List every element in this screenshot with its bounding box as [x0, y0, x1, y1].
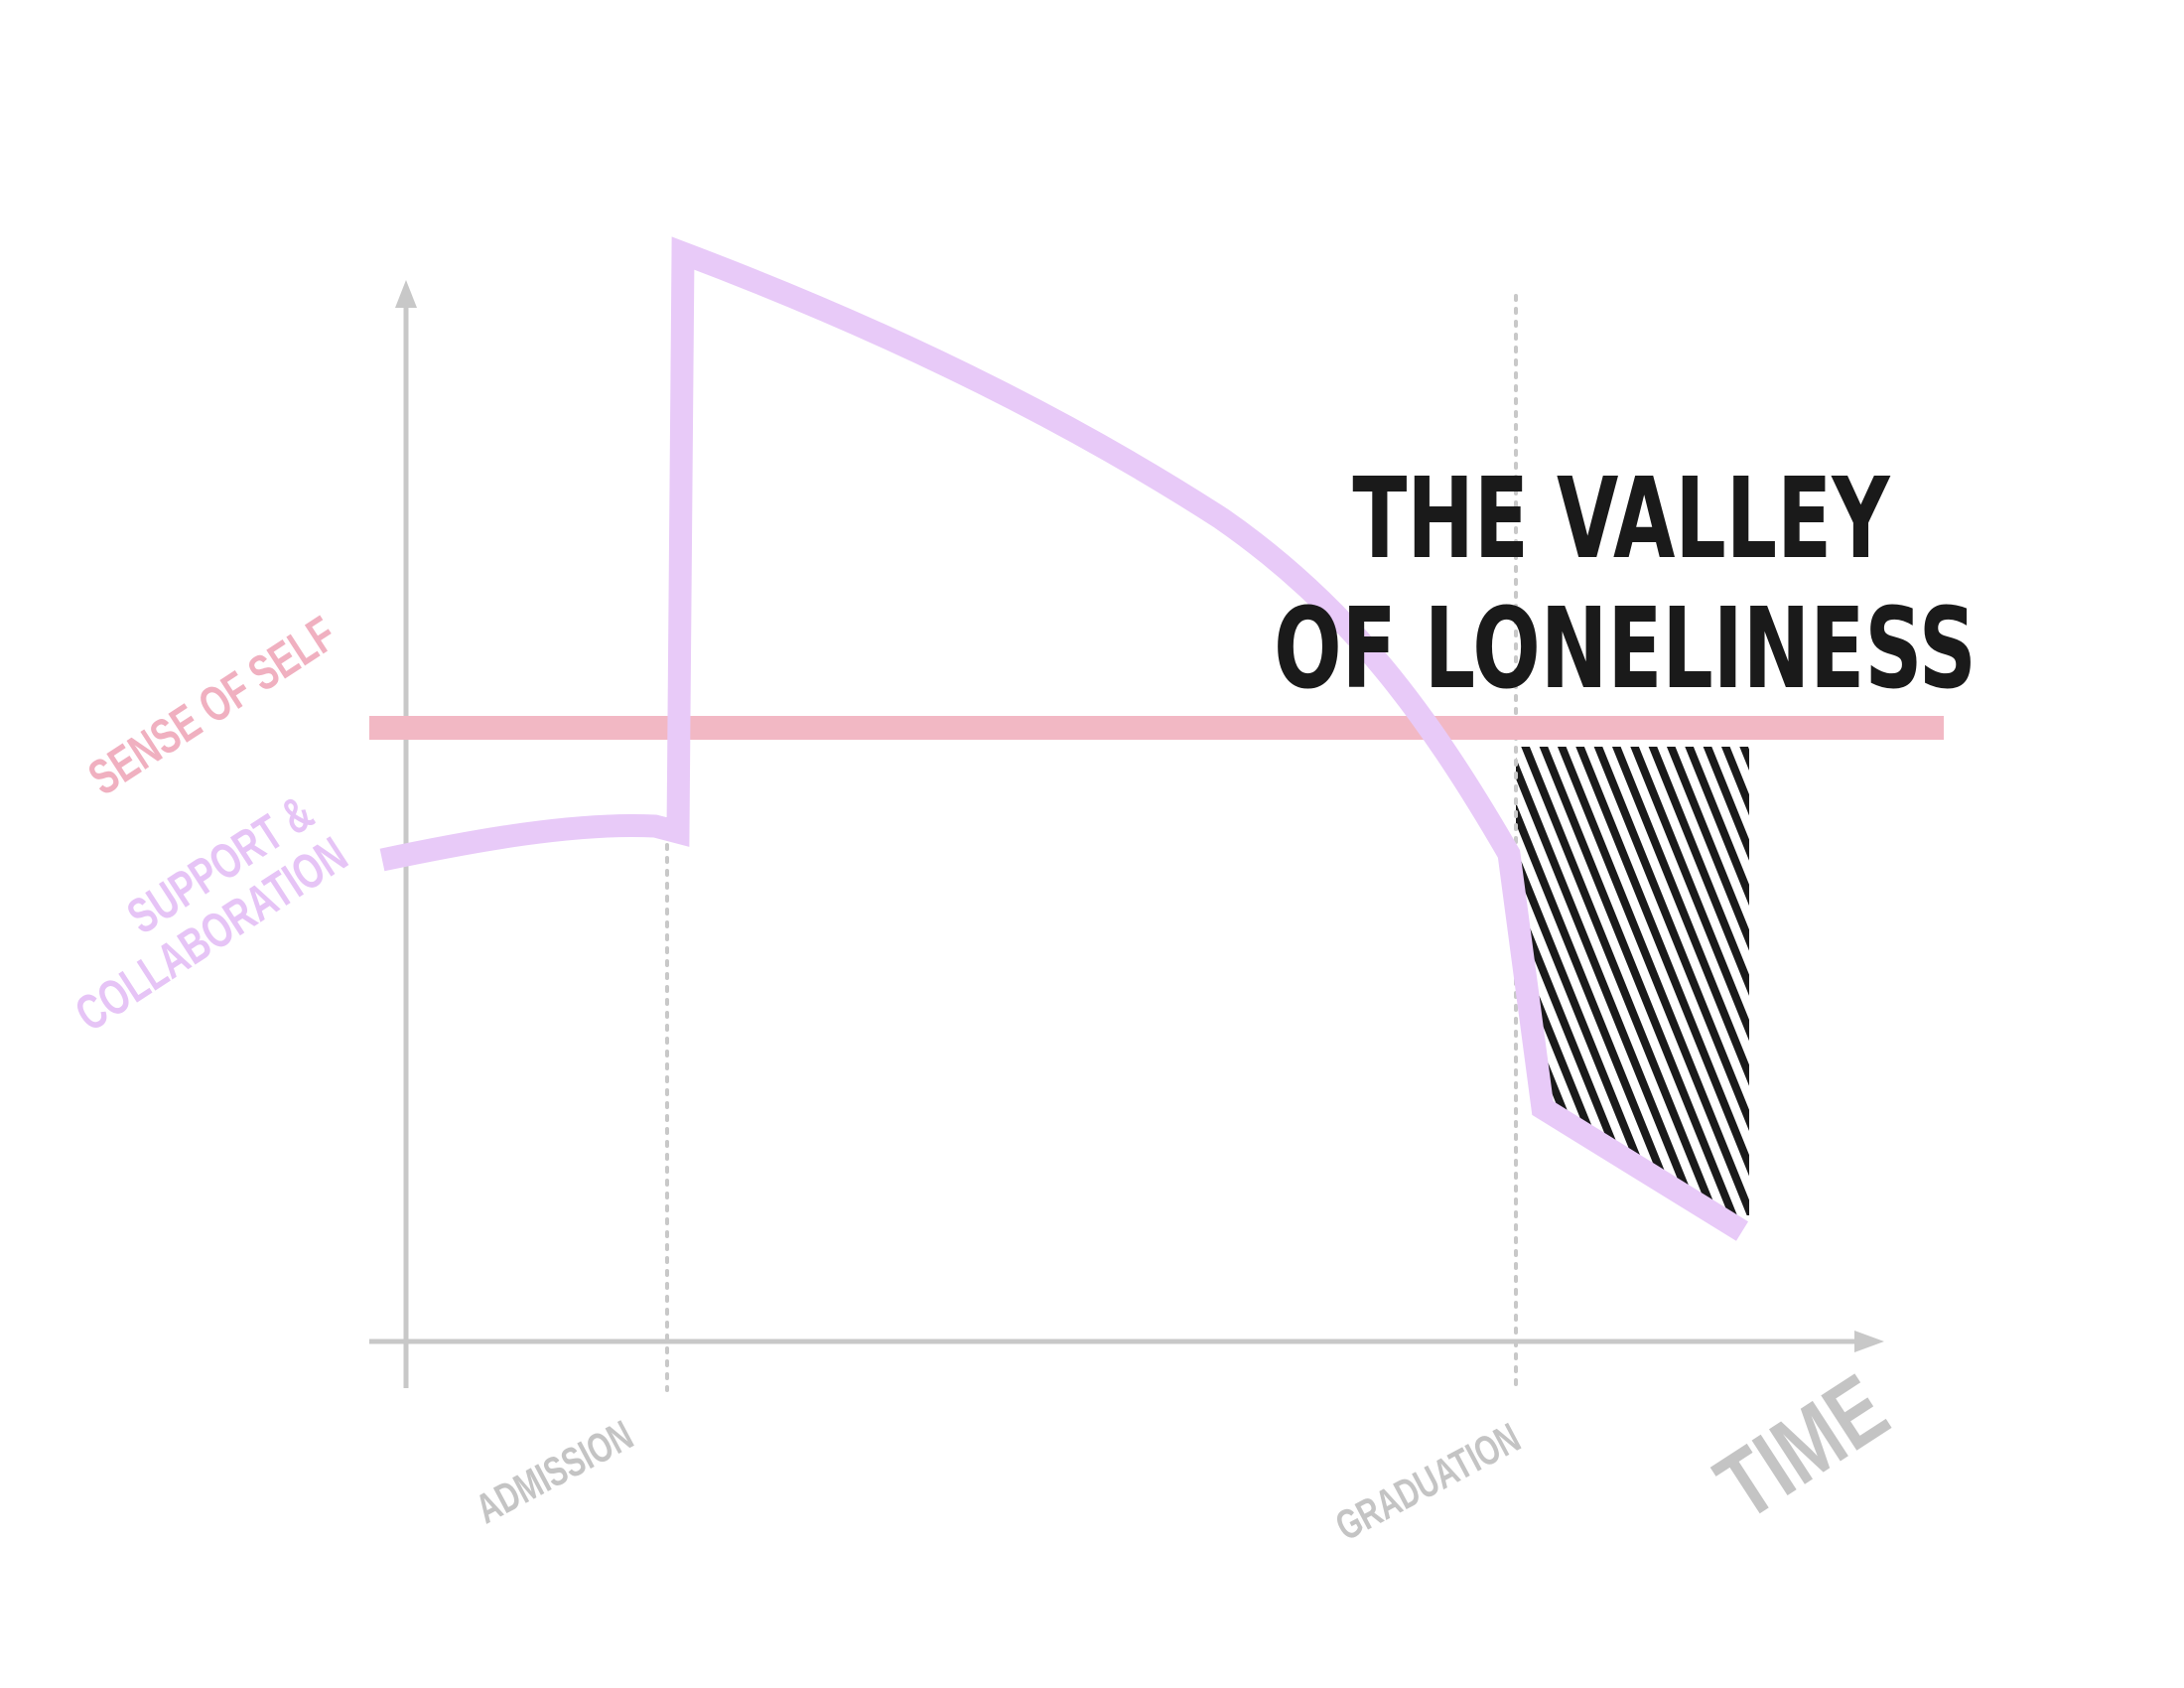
y-axis-arrowhead	[395, 280, 417, 308]
loneliness-valley-hatch	[1516, 747, 1749, 1215]
diagram-title: THE VALLEY OF LONELINESS	[1274, 455, 1977, 715]
title-line-1: THE VALLEY	[1352, 455, 1890, 585]
x-axis-arrowhead	[1854, 1331, 1884, 1352]
support-collaboration-line	[379, 236, 1749, 1241]
sense-of-self-label: SENSE OF SELF	[79, 607, 345, 806]
graduation-label: GRADUATION	[1328, 1414, 1528, 1550]
title-line-2: OF LONELINESS	[1274, 585, 1977, 715]
admission-label: ADMISSION	[469, 1411, 640, 1532]
x-axis-label-time: TIME	[1699, 1354, 1905, 1540]
